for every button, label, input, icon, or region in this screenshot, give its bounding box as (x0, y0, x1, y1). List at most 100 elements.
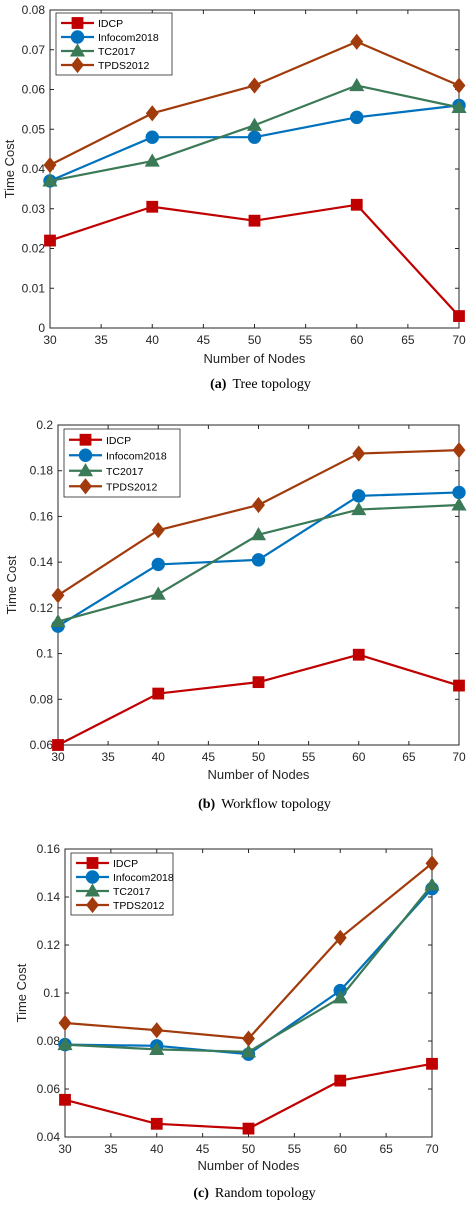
y-tick-label: 0.06 (37, 1082, 61, 1096)
data-point (424, 877, 440, 891)
legend-entry: Infocom2018 (113, 872, 174, 884)
x-tick-label: 35 (101, 750, 115, 764)
figure-caption: (c) Random topology (193, 1186, 315, 1201)
series-IDCP (52, 648, 465, 751)
x-tick-label: 60 (334, 1142, 348, 1156)
y-tick-label: 0.14 (30, 555, 54, 569)
data-point (452, 485, 466, 500)
x-tick-label: 60 (352, 750, 366, 764)
x-tick-label: 55 (302, 750, 316, 764)
data-point (150, 1117, 163, 1130)
data-point (451, 497, 467, 511)
legend-marker (69, 43, 86, 57)
series-TPDS2012 (51, 442, 466, 604)
data-point (43, 156, 57, 174)
legend-marker (78, 448, 93, 462)
x-tick-label: 60 (350, 333, 364, 347)
data-point (352, 445, 366, 462)
x-tick-label: 50 (252, 750, 266, 764)
legend-marker (79, 433, 92, 446)
y-tick-label: 0.08 (22, 3, 46, 17)
data-point (146, 200, 159, 213)
x-tick-label: 50 (248, 333, 262, 347)
legend-entry: TPDS2012 (106, 481, 158, 493)
data-point (248, 214, 261, 227)
legend-entry: IDCP (98, 18, 123, 30)
data-point (145, 105, 159, 122)
y-tick-label: 0.06 (22, 83, 46, 97)
data-point (58, 1014, 72, 1032)
legend-marker (84, 883, 101, 897)
data-point (453, 679, 465, 692)
data-point (42, 173, 58, 187)
data-point (332, 990, 348, 1004)
series-IDCP (59, 1057, 438, 1135)
data-point (452, 442, 466, 459)
x-tick-label: 35 (94, 333, 108, 347)
data-point (425, 855, 439, 872)
y-tick-label: 0.03 (22, 202, 46, 216)
x-tick-label: 30 (51, 750, 65, 764)
data-point (151, 522, 165, 539)
series-line (64, 1062, 433, 1130)
legend-marker (71, 56, 84, 74)
y-tick-label: 0.08 (30, 692, 54, 706)
x-axis-label: Number of Nodes (208, 767, 310, 782)
y-tick-label: 0.01 (22, 281, 46, 295)
data-point (246, 117, 263, 131)
legend: IDCP Infocom2018 TC2017 TPDS2012 (70, 852, 174, 916)
legend-marker (86, 896, 99, 914)
y-tick-label: 0.06 (30, 738, 54, 752)
legend: IDCP Infocom2018 TC2017 TPDS2012 (55, 12, 173, 76)
legend-marker (70, 30, 85, 44)
y-tick-label: 0.16 (30, 509, 54, 523)
chart-2: 30 35 40 45 50 55 60 65 70 0.06 0.08 0.1 0.12 0.14 0.1… (4, 418, 467, 812)
figure-caption: (a) Tree topology (210, 377, 311, 392)
legend-entry: TC2017 (98, 46, 136, 58)
x-tick-label: 40 (146, 333, 160, 347)
data-point (144, 153, 160, 167)
y-tick-label: 0.14 (37, 890, 61, 904)
data-point (151, 557, 165, 572)
legend-entry: IDCP (106, 435, 131, 447)
caption-text: Tree topology (232, 377, 310, 392)
data-point (333, 929, 347, 946)
legend-marker (71, 17, 84, 29)
series-TC2017 (50, 497, 467, 628)
legend-marker (79, 478, 92, 495)
chart-1: 30 35 40 45 50 55 60 65 70 0 0.01 0.02 0.03 0.04 0.05 0… (2, 3, 467, 392)
series-TPDS2012 (58, 855, 439, 1047)
x-tick-label: 40 (150, 1142, 164, 1156)
legend-entry: Infocom2018 (106, 450, 167, 462)
y-tick-label: 0.18 (30, 464, 54, 478)
y-tick-label: 0 (38, 321, 45, 335)
data-point (350, 33, 364, 50)
x-tick-label: 30 (43, 333, 57, 347)
data-point (252, 676, 265, 689)
x-tick-label: 65 (401, 333, 415, 347)
x-tick-label: 30 (58, 1142, 72, 1156)
data-point (52, 739, 64, 751)
series-TPDS2012 (43, 33, 466, 174)
x-tick-label: 50 (242, 1142, 256, 1156)
x-tick-label: 45 (196, 1142, 210, 1156)
x-tick-label: 45 (202, 750, 216, 764)
x-tick-label: 55 (288, 1142, 302, 1156)
data-point (51, 587, 65, 604)
series-IDCP (44, 198, 465, 322)
data-point (349, 77, 365, 92)
data-point (334, 1074, 347, 1087)
chart-3: 30 35 40 45 50 55 60 65 70 0.04 0.06 0.08 0.1 0.12 0.1… (14, 842, 440, 1201)
data-point (351, 501, 367, 516)
caption-label: (b) (198, 797, 215, 812)
caption-text: Workflow topology (221, 797, 331, 812)
data-point (150, 586, 166, 600)
data-point (451, 99, 467, 113)
y-tick-label: 0.02 (22, 242, 46, 256)
legend-entry: TC2017 (106, 466, 144, 478)
caption-label: (a) (210, 377, 227, 392)
caption-text: Random topology (215, 1186, 316, 1201)
x-tick-label: 65 (379, 1142, 393, 1156)
series-TC2017 (57, 877, 440, 1058)
